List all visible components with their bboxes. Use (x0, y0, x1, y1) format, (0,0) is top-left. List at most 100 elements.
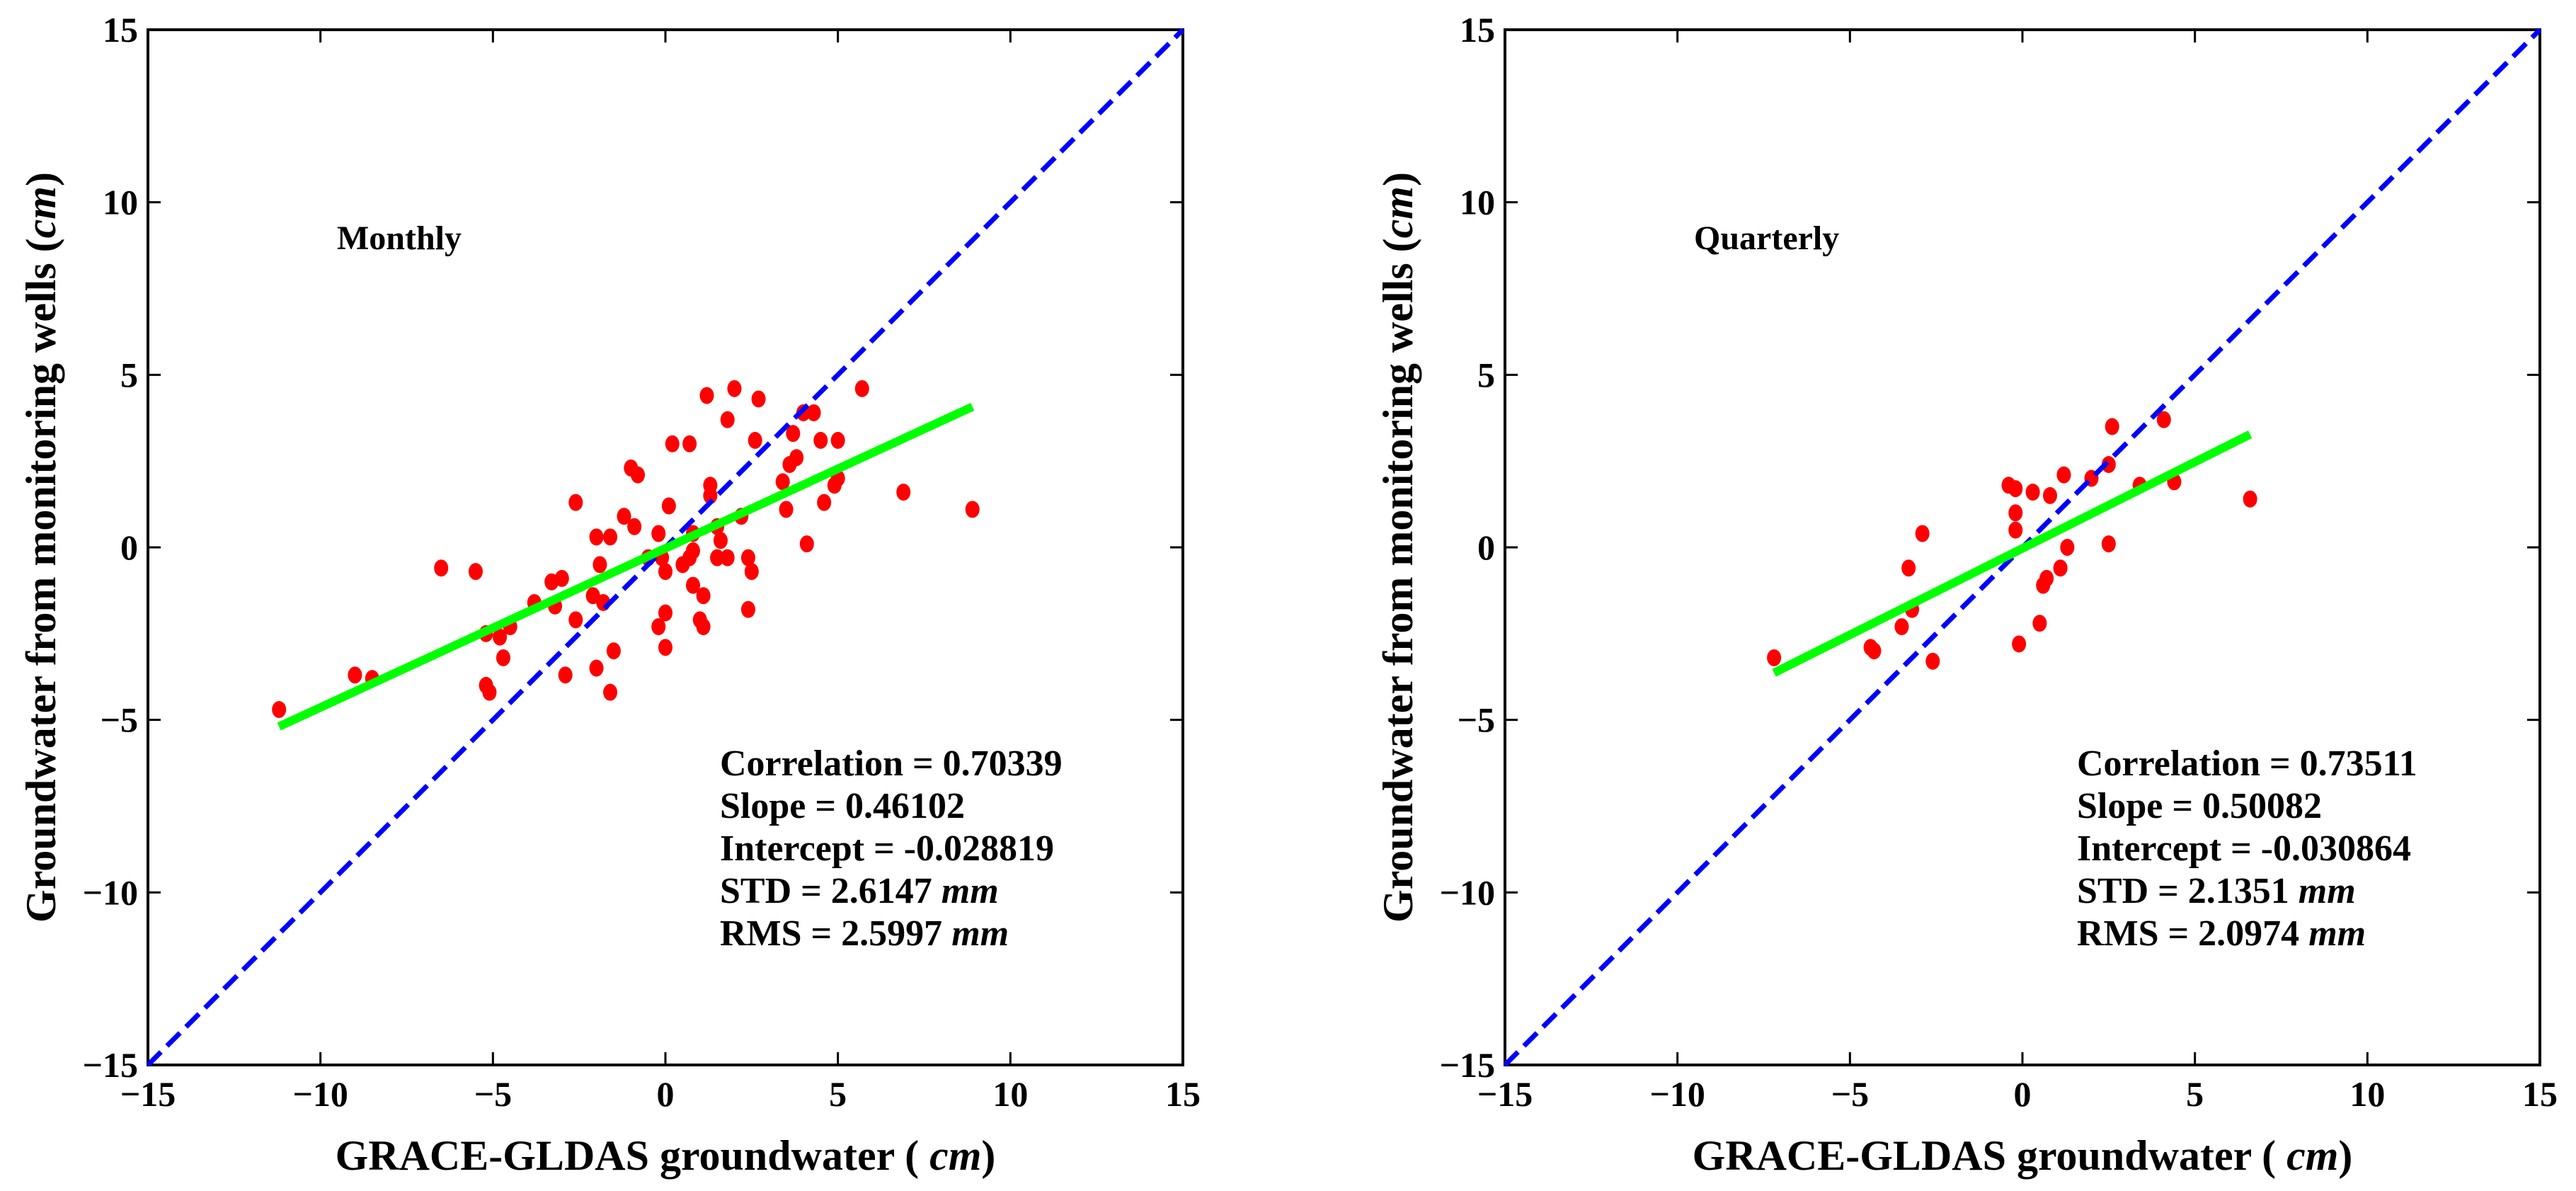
data-point (699, 387, 714, 404)
data-point (482, 683, 497, 701)
data-point (813, 431, 828, 449)
data-point (789, 449, 804, 467)
x-label-suffix: ) (981, 1132, 995, 1179)
data-point (720, 411, 735, 428)
x-tick-label: −10 (1649, 1074, 1705, 1114)
data-point (568, 611, 583, 629)
y-label-suffix: ) (18, 172, 64, 186)
data-point (779, 501, 794, 518)
data-point (744, 563, 759, 581)
data-point (2060, 539, 2075, 556)
stat-line: Slope = 0.50082 (2077, 786, 2322, 826)
y-tick-label: −15 (83, 1045, 139, 1085)
data-point (468, 563, 483, 581)
stat-text: RMS = 2.0974 (2077, 913, 2308, 954)
x-tick-label: 5 (2186, 1074, 2204, 1114)
stat-line: RMS = 2.5997 mm (720, 913, 1009, 954)
data-point (696, 587, 711, 605)
data-point (348, 666, 362, 684)
data-point (665, 435, 680, 452)
data-point (658, 604, 672, 622)
data-point (493, 628, 508, 646)
data-point (2101, 535, 2116, 553)
x-tick-label: −15 (1477, 1074, 1533, 1114)
data-point (2008, 521, 2023, 539)
x-tick-label: 0 (657, 1074, 675, 1114)
data-point (727, 380, 742, 397)
stat-unit: mm (951, 913, 1009, 954)
x-tick-label: 10 (992, 1074, 1028, 1114)
y-label-suffix: ) (1375, 172, 1421, 186)
y-tick-label: 0 (120, 528, 138, 567)
y-tick-label: 10 (103, 183, 138, 222)
y-tick-label: 0 (1477, 528, 1495, 567)
x-tick-label: 15 (2522, 1074, 2558, 1114)
y-tick-label: −10 (1440, 872, 1496, 912)
data-point (713, 532, 728, 549)
y-tick-label: 5 (1477, 355, 1495, 394)
stat-line: Correlation = 0.70339 (720, 743, 1063, 784)
data-point (682, 435, 697, 452)
data-point (799, 535, 814, 553)
x-label-unit: cm (929, 1132, 981, 1179)
y-tick-label: 15 (1460, 10, 1495, 50)
data-point (272, 701, 287, 719)
y-label-unit: cm (18, 186, 64, 238)
data-point (1894, 618, 1909, 636)
y-tick-label: −5 (101, 700, 139, 740)
data-point (2053, 559, 2068, 577)
data-point (589, 528, 604, 546)
x-tick-label: 0 (2014, 1074, 2032, 1114)
stat-line: Intercept = -0.030864 (2077, 828, 2411, 869)
x-tick-label: −10 (292, 1074, 348, 1114)
data-point (685, 576, 700, 594)
data-point (786, 425, 801, 443)
x-tick-label: 10 (2349, 1074, 2385, 1114)
stat-unit: mm (2308, 913, 2366, 954)
x-tick-label: −5 (474, 1074, 513, 1114)
stat-text: Correlation = 0.70339 (720, 743, 1063, 784)
data-point (2032, 615, 2047, 632)
data-point (748, 431, 762, 449)
data-point (806, 404, 821, 421)
data-point (854, 380, 869, 397)
stat-text: STD = 2.6147 (720, 871, 941, 911)
data-point (2056, 466, 2071, 484)
y-axis-label: Groundwater from monitoring wells (cm) (18, 172, 64, 923)
x-label-suffix: ) (2338, 1132, 2352, 1179)
regression-line (277, 402, 975, 731)
y-label-text: Groundwater from monitoring wells ( (18, 238, 64, 923)
data-point (896, 484, 911, 501)
data-point (554, 569, 569, 587)
x-tick-label: −15 (120, 1074, 176, 1114)
y-tick-label: 5 (120, 355, 138, 394)
data-point (2012, 635, 2027, 653)
y-tick-label: −10 (83, 872, 139, 912)
data-point (817, 494, 832, 511)
stat-text: Intercept = -0.030864 (2077, 828, 2411, 869)
x-label-text: GRACE-GLDAS groundwater ( (336, 1132, 930, 1179)
data-point (751, 390, 766, 408)
data-point (2042, 486, 2057, 504)
data-point (1925, 652, 1940, 670)
data-point (2008, 504, 2023, 522)
data-point (696, 618, 711, 636)
data-point (2008, 480, 2023, 498)
stat-text: Slope = 0.50082 (2077, 786, 2322, 826)
stat-line: STD = 2.1351 mm (2077, 871, 2356, 911)
stat-line: RMS = 2.0974 mm (2077, 913, 2366, 954)
stat-text: Intercept = -0.028819 (720, 828, 1054, 869)
y-label-unit: cm (1375, 186, 1421, 238)
data-point (1915, 525, 1930, 542)
y-tick-label: 10 (1460, 183, 1495, 222)
data-point (558, 666, 573, 684)
data-point (651, 525, 666, 542)
y-axis-label: Groundwater from monitoring wells (cm) (1375, 172, 1421, 923)
data-point (606, 642, 621, 660)
y-tick-label: 15 (103, 10, 138, 50)
stat-line: STD = 2.6147 mm (720, 871, 999, 911)
stat-text: STD = 2.1351 (2077, 871, 2299, 911)
data-point (589, 659, 604, 677)
data-point (631, 466, 646, 484)
